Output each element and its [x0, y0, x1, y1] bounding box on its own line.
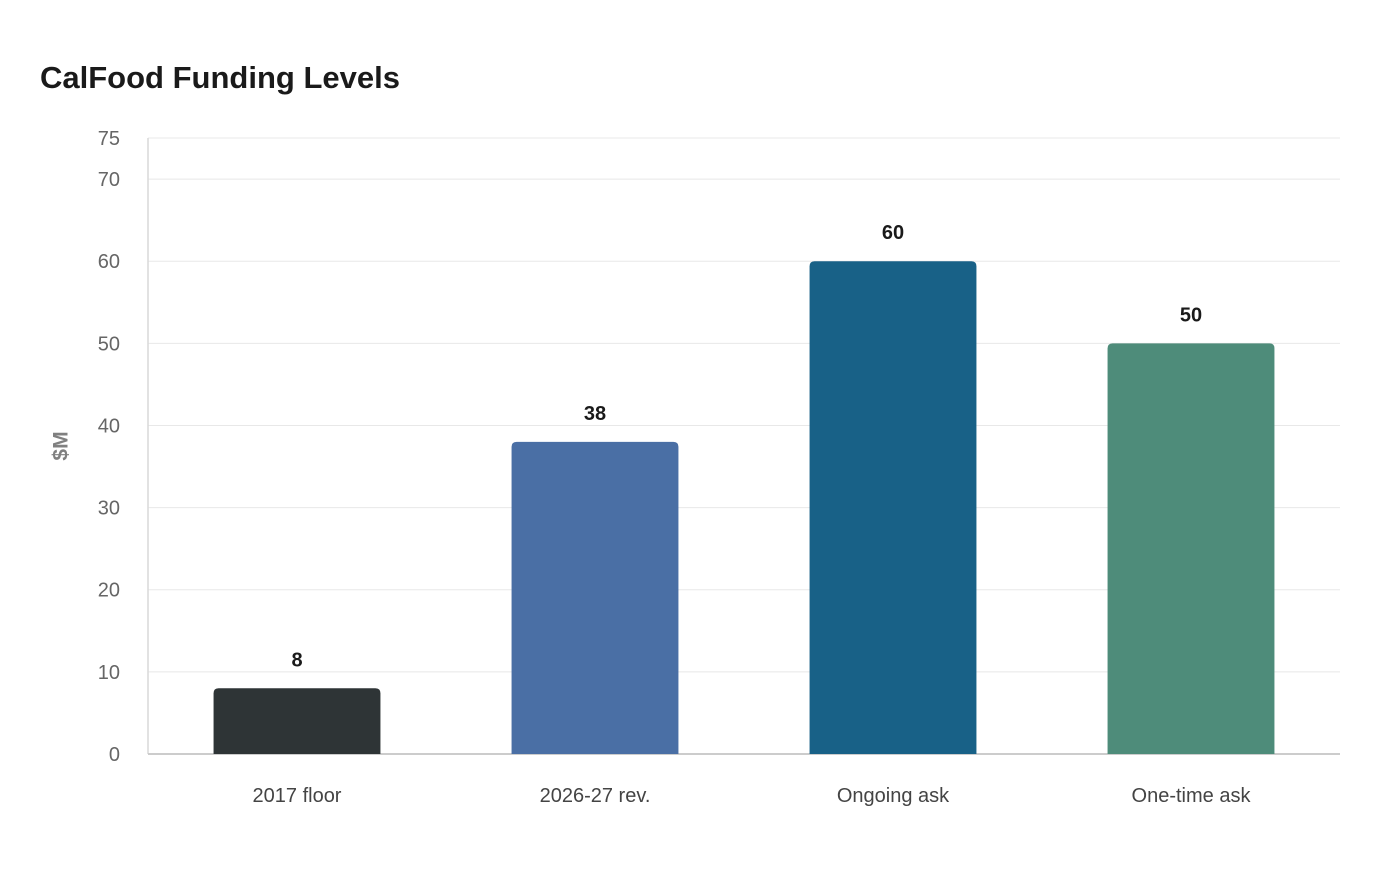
y-tick-label: 30	[98, 498, 120, 520]
data-label: 50	[1180, 304, 1202, 326]
bar	[511, 441, 679, 754]
x-tick-label: One-time ask	[1132, 785, 1252, 807]
data-labels: 8 38 60 50	[291, 222, 1202, 671]
y-axis-title: $M	[50, 431, 73, 460]
y-tick-label: 70	[98, 169, 120, 191]
x-tick-label: Ongoing ask	[837, 785, 950, 807]
data-label: 8	[291, 649, 302, 671]
y-tick-label: 75	[98, 128, 120, 150]
bar	[213, 688, 381, 754]
bar	[1107, 343, 1275, 754]
grid-lines	[148, 137, 1340, 673]
y-tick-labels: 0 10 20 30 40 50 60 70 75	[98, 128, 120, 766]
data-label: 60	[882, 222, 904, 244]
y-tick-label: 0	[109, 744, 120, 766]
x-tick-label: 2017 floor	[253, 785, 342, 807]
y-tick-label: 10	[98, 662, 120, 684]
x-tick-label: 2026-27 rev.	[540, 785, 651, 807]
bars	[213, 261, 1275, 754]
y-tick-label: 40	[98, 415, 120, 437]
data-label: 38	[584, 403, 606, 425]
x-tick-labels: 2017 floor 2026-27 rev. Ongoing ask One-tim…	[253, 785, 1252, 807]
y-tick-label: 50	[98, 333, 120, 355]
chart-title: CalFood Funding Levels	[40, 60, 400, 95]
bar	[809, 261, 977, 754]
y-tick-label: 60	[98, 251, 120, 273]
y-tick-label: 20	[98, 580, 120, 602]
